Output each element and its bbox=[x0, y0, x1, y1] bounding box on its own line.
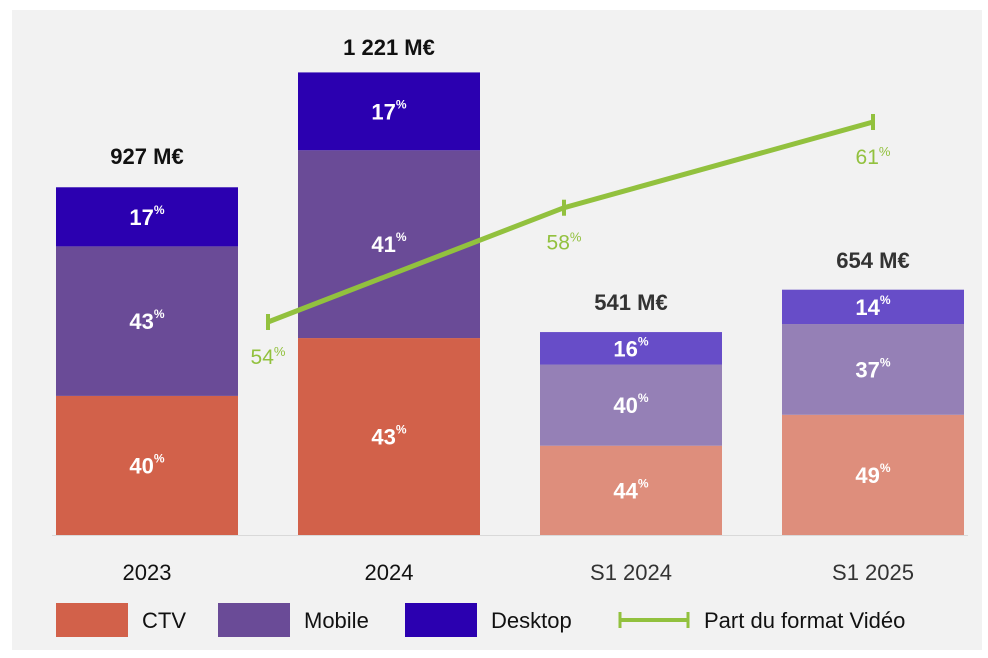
category-label: 2023 bbox=[123, 560, 172, 585]
bar-segment-ctv bbox=[782, 414, 964, 535]
segment-value-label: 41% bbox=[371, 230, 406, 257]
bar-segment-desktop bbox=[782, 289, 964, 325]
segment-value-label: 44% bbox=[613, 477, 648, 504]
bar-total-label: 654 M€ bbox=[836, 248, 909, 273]
bar-segment-ctv bbox=[298, 338, 480, 535]
segment-value-label: 17% bbox=[371, 98, 406, 125]
category-label: 2024 bbox=[365, 560, 414, 585]
segment-value-label: 40% bbox=[613, 391, 648, 418]
category-label: S1 2024 bbox=[590, 560, 672, 585]
line-point-label: 58% bbox=[547, 230, 582, 255]
bar-total-label: 927 M€ bbox=[110, 144, 183, 169]
line-point-label: 54% bbox=[251, 344, 286, 369]
segment-value-label: 43% bbox=[129, 307, 164, 334]
segment-value-label: 17% bbox=[129, 203, 164, 230]
legend-swatch-mobile bbox=[218, 603, 290, 637]
bar-segment-desktop bbox=[298, 72, 480, 151]
bar-segment-ctv bbox=[56, 395, 238, 535]
bar-segment-mobile bbox=[782, 324, 964, 415]
segment-value-label: 14% bbox=[855, 293, 890, 320]
segment-value-label: 40% bbox=[129, 452, 164, 479]
bar-segment-desktop bbox=[540, 332, 722, 365]
line-point-label: 61% bbox=[856, 144, 891, 169]
legend-label: CTV bbox=[142, 608, 186, 633]
legend-swatch-desktop bbox=[405, 603, 477, 637]
legend-swatch-ctv bbox=[56, 603, 128, 637]
bar-segment-mobile bbox=[540, 364, 722, 446]
category-label: S1 2025 bbox=[832, 560, 914, 585]
segment-value-label: 49% bbox=[855, 461, 890, 488]
segment-value-label: 43% bbox=[371, 423, 406, 450]
segment-value-label: 37% bbox=[855, 356, 890, 383]
bar-segment-ctv bbox=[540, 445, 722, 535]
bar-segment-mobile bbox=[56, 246, 238, 396]
bar-segment-desktop bbox=[56, 187, 238, 247]
bar-segment-mobile bbox=[298, 150, 480, 339]
segment-value-label: 16% bbox=[613, 334, 648, 361]
bar-total-label: 541 M€ bbox=[594, 290, 667, 315]
legend-label: Desktop bbox=[491, 608, 572, 633]
bar-total-label: 1 221 M€ bbox=[343, 35, 435, 60]
legend-label: Mobile bbox=[304, 608, 369, 633]
legend-label: Part du format Vidéo bbox=[704, 608, 905, 633]
